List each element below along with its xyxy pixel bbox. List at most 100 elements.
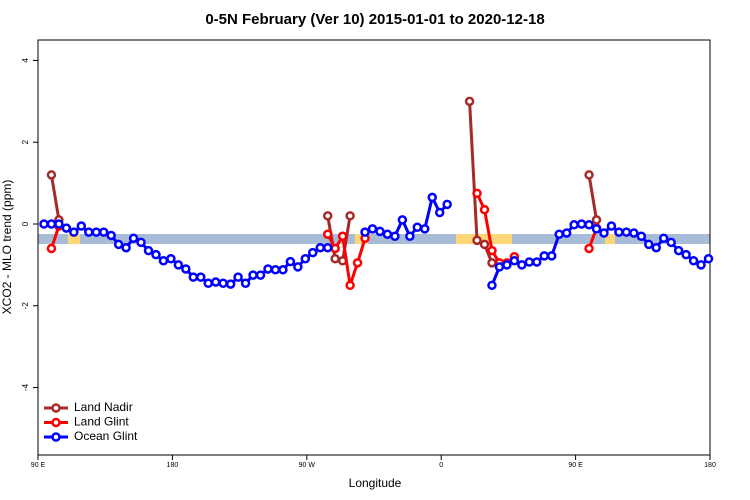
point bbox=[61, 223, 72, 233]
point bbox=[151, 249, 161, 260]
point bbox=[614, 227, 624, 237]
point bbox=[509, 256, 520, 266]
point bbox=[375, 226, 385, 237]
land-band bbox=[605, 234, 615, 244]
point bbox=[472, 188, 482, 199]
point bbox=[442, 199, 452, 210]
point bbox=[487, 280, 497, 291]
x-tick-label: 90 E bbox=[568, 462, 583, 469]
series-line bbox=[50, 192, 598, 286]
point bbox=[487, 258, 497, 268]
point bbox=[502, 260, 512, 270]
point bbox=[98, 227, 109, 237]
point bbox=[599, 228, 609, 238]
point bbox=[84, 227, 94, 237]
point bbox=[644, 239, 654, 250]
y-tick-label: 0 bbox=[21, 221, 30, 226]
point bbox=[546, 251, 557, 261]
x-tick-label: 90 E bbox=[31, 462, 46, 469]
point bbox=[233, 272, 243, 282]
point bbox=[673, 245, 684, 256]
point bbox=[337, 231, 348, 242]
point bbox=[69, 227, 79, 237]
point bbox=[666, 237, 676, 248]
point bbox=[54, 219, 64, 229]
legend-label: Ocean Glint bbox=[74, 429, 138, 443]
point bbox=[293, 262, 303, 272]
point bbox=[203, 278, 213, 289]
point bbox=[412, 222, 423, 233]
point bbox=[345, 211, 355, 221]
point bbox=[434, 207, 445, 218]
point bbox=[405, 231, 415, 242]
point bbox=[636, 231, 647, 242]
point bbox=[532, 257, 542, 267]
point bbox=[218, 278, 228, 289]
point bbox=[606, 221, 617, 231]
point bbox=[382, 229, 393, 239]
land-band bbox=[456, 234, 512, 244]
point bbox=[696, 260, 706, 270]
point bbox=[46, 243, 57, 254]
point bbox=[584, 170, 594, 180]
x-tick-label: 90 W bbox=[299, 462, 316, 469]
point bbox=[584, 220, 594, 230]
point bbox=[554, 229, 564, 239]
point bbox=[181, 264, 191, 274]
x-tick-label: 180 bbox=[167, 462, 179, 469]
point bbox=[517, 260, 527, 270]
point bbox=[128, 233, 139, 244]
point bbox=[91, 227, 101, 237]
ocean-band bbox=[38, 234, 710, 244]
point bbox=[360, 227, 370, 237]
point bbox=[651, 242, 661, 253]
point bbox=[576, 219, 587, 229]
y-axis-label: XCO2 - MLO trend (ppm) bbox=[0, 180, 14, 315]
point bbox=[472, 235, 482, 246]
x-tick-label: 180 bbox=[704, 462, 716, 469]
chart-title: 0-5N February (Ver 10) 2015-01-01 to 202… bbox=[205, 11, 544, 28]
point bbox=[524, 257, 535, 267]
point bbox=[76, 221, 87, 231]
point bbox=[248, 270, 258, 280]
point bbox=[285, 256, 296, 267]
point bbox=[173, 260, 184, 270]
point bbox=[166, 253, 176, 264]
point bbox=[322, 242, 333, 253]
point bbox=[479, 239, 490, 250]
legend-marker bbox=[51, 403, 61, 413]
point bbox=[420, 224, 430, 234]
y-tick-label: -4 bbox=[21, 383, 30, 391]
point bbox=[584, 243, 594, 254]
legend-label: Land Nadir bbox=[74, 400, 133, 414]
point bbox=[703, 253, 714, 264]
point bbox=[270, 265, 281, 275]
x-tick-label: 0 bbox=[439, 462, 443, 469]
point bbox=[39, 219, 49, 229]
point bbox=[300, 253, 311, 264]
point bbox=[225, 279, 236, 289]
point bbox=[240, 278, 251, 289]
point bbox=[121, 242, 131, 253]
point bbox=[658, 233, 669, 244]
point bbox=[591, 215, 602, 225]
point bbox=[330, 253, 340, 264]
legend-marker bbox=[51, 432, 61, 442]
point bbox=[561, 228, 572, 238]
x-axis-label: Longitude bbox=[349, 476, 402, 490]
point bbox=[688, 256, 699, 266]
point bbox=[390, 231, 400, 242]
point bbox=[487, 245, 497, 256]
point bbox=[263, 264, 273, 274]
point bbox=[46, 219, 57, 229]
legend-label: Land Glint bbox=[74, 415, 129, 429]
point bbox=[46, 170, 57, 180]
y-tick-label: 4 bbox=[21, 58, 30, 63]
point bbox=[494, 262, 505, 272]
point bbox=[210, 277, 221, 287]
point bbox=[278, 265, 288, 275]
y-tick-label: 2 bbox=[21, 139, 30, 144]
point bbox=[539, 251, 549, 261]
point bbox=[479, 204, 490, 215]
